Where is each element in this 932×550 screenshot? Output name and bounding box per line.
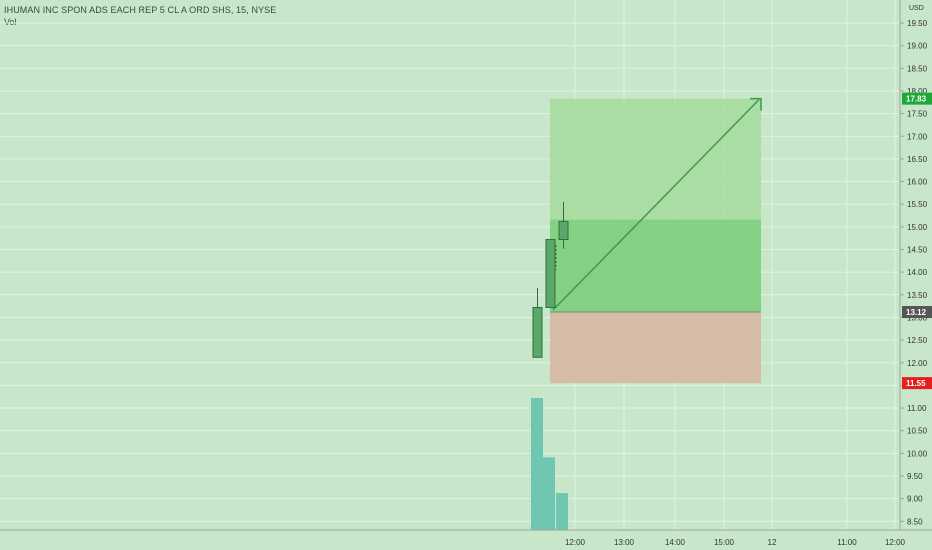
candle-body [558,220,569,241]
candle-body [532,306,543,358]
price-tick-label: 12.00 [907,359,928,368]
price-tick-label: 18.50 [907,64,928,73]
price-tick-label: 13.50 [907,291,928,300]
profit-zone-upper [550,98,761,220]
price-tick-label: 9.00 [907,495,923,504]
price-tick-label: 16.50 [907,155,928,164]
time-tick-label: 13:00 [614,538,635,547]
volume-bar [556,493,568,530]
time-tick-label: 12:00 [885,538,906,547]
volume-bar [531,398,543,530]
time-tick-label: 14:00 [665,538,686,547]
price-tick-label: 10.00 [907,449,928,458]
price-tick-label: 19.50 [907,19,928,28]
entry-price-badge-label: 13.12 [906,308,927,317]
profit-zone-lower [550,219,761,313]
price-tick-label: 14.00 [907,268,928,277]
time-tick-label: 12:00 [565,538,586,547]
time-tick-label: 12 [768,538,777,547]
chart-title: IHUMAN INC SPON ADS EACH REP 5 CL A ORD … [4,5,277,15]
price-axis[interactable]: 19.50 19.00 18.50 18.00 17.50 17.00 16.50 16.00… [900,19,928,526]
volume-bars [531,398,568,530]
price-tick-label: 19.00 [907,42,928,51]
candles [532,201,569,358]
price-tick-label: 17.00 [907,132,928,141]
currency-label: USD [909,5,924,12]
volume-bar [543,457,555,530]
target-price-badge-label: 17.83 [906,95,927,104]
arrow-head [750,97,762,111]
price-badges: 17.83 13.12 11.55 [902,92,932,390]
price-tick-label: 18.00 [907,87,928,96]
target-price-badge [902,92,932,105]
loss-zone [550,312,761,384]
price-tick-label: 14.50 [907,246,928,255]
grid-lines [0,0,900,530]
price-tick-label: 9.50 [907,472,923,481]
price-tick-label: 16.00 [907,178,928,187]
volume-indicator-label[interactable]: Vol [4,17,17,27]
long-position-tool[interactable] [550,97,762,384]
price-tick-label: 15.00 [907,223,928,232]
price-tick-label: 10.50 [907,427,928,436]
stop-price-badge-label: 11.55 [906,379,926,388]
time-tick-label: 15:00 [714,538,735,547]
entry-price-badge [902,306,932,319]
price-tick-label: 8.50 [907,517,923,526]
price-tick-label: 11.00 [907,404,927,413]
price-tick-label: 17.50 [907,110,928,119]
price-tick-label: 15.50 [907,200,928,209]
stop-price-badge [902,377,932,390]
price-tick-label: 12.50 [907,336,928,345]
time-tick-label: 11:00 [837,538,857,547]
trend-arrow-line [552,99,760,311]
candle-body [545,239,556,308]
time-axis[interactable]: 12:00 13:00 14:00 15:00 12 11:00 12:00 [565,538,906,547]
